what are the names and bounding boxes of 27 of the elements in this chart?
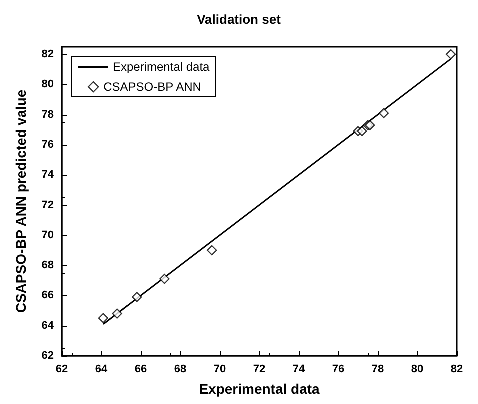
y-tick-label: 78 <box>42 108 54 121</box>
x-tick-label: 72 <box>253 364 266 376</box>
legend-label: Experimental data <box>113 60 210 74</box>
x-tick-label: 62 <box>56 364 68 376</box>
y-axis-title: CSAPSO-BP ANN predicted value <box>13 90 29 314</box>
chart-title: Validation set <box>197 12 282 27</box>
x-tick-label: 76 <box>332 364 345 376</box>
x-tick-label: 82 <box>450 364 464 376</box>
x-tick-label: 66 <box>134 364 148 376</box>
x-tick-label: 70 <box>214 364 226 376</box>
y-tick-label: 76 <box>42 138 54 151</box>
y-tick-label: 82 <box>42 48 54 61</box>
y-tick-label: 68 <box>42 260 54 272</box>
y-tick-label: 72 <box>42 199 54 212</box>
x-tick-label: 78 <box>372 364 384 376</box>
legend-label: CSAPSO-BP ANN <box>104 80 202 94</box>
x-tick-label: 68 <box>174 364 187 376</box>
y-tick-label: 74 <box>42 169 55 182</box>
x-tick-label: 74 <box>292 364 306 376</box>
x-tick-label: 80 <box>411 364 424 376</box>
y-tick-label: 62 <box>42 350 54 362</box>
y-tick-label: 80 <box>42 78 54 91</box>
y-tick-label: 70 <box>42 229 54 242</box>
x-tick-label: 64 <box>95 364 108 376</box>
x-axis-title: Experimental data <box>199 381 320 397</box>
y-tick-label: 64 <box>42 320 55 332</box>
y-tick-label: 66 <box>42 290 54 302</box>
